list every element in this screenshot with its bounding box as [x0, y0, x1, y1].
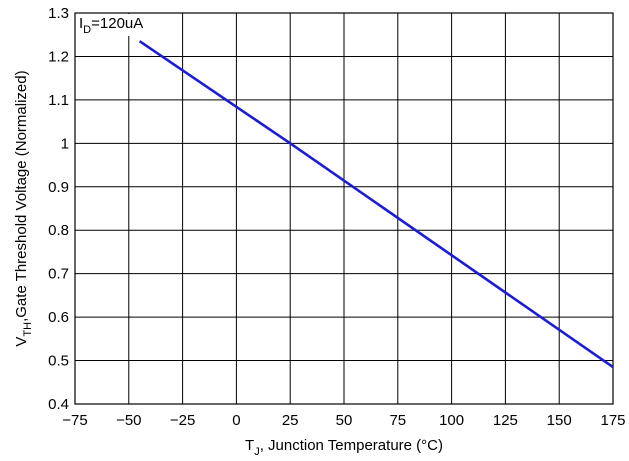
x-tick-label: −50 — [116, 412, 141, 429]
y-tick-label: 0.8 — [48, 222, 69, 239]
y-tick-label: 1.2 — [48, 48, 69, 65]
y-tick-label: 0.5 — [48, 353, 69, 370]
x-tick-label: 0 — [232, 412, 240, 429]
current-annotation: ID=120uA — [79, 15, 143, 36]
x-axis-label: TJ, Junction Temperature (°C) — [245, 437, 443, 458]
y-tick-label: 1.1 — [48, 92, 69, 109]
x-tick-labels: −75 −50 −25 0 25 50 75 100 125 150 175 — [62, 412, 625, 429]
series-line — [138, 40, 614, 369]
y-tick-label: 0.6 — [48, 309, 69, 326]
x-tick-label: −25 — [170, 412, 195, 429]
y-tick-label: 1 — [61, 135, 69, 152]
y-tick-label: 0.4 — [48, 396, 69, 413]
annotation-background — [76, 14, 166, 36]
y-tick-label: 0.9 — [48, 179, 69, 196]
x-tick-label: 125 — [493, 412, 518, 429]
x-tick-label: 75 — [389, 412, 406, 429]
y-axis-label: VTH,Gate Threshold Voltage (Normalized) — [13, 70, 34, 346]
plot-frame — [74, 12, 614, 405]
y-tick-labels: 0.4 0.5 0.6 0.7 0.8 0.9 1 1.1 1.2 1.3 — [48, 5, 69, 413]
x-tick-label: −75 — [62, 412, 87, 429]
x-tick-label: 150 — [547, 412, 572, 429]
x-tick-label: 175 — [600, 412, 625, 429]
y-tick-label: 0.7 — [48, 266, 69, 283]
x-tick-label: 100 — [439, 412, 464, 429]
grid-lines — [75, 13, 613, 404]
y-tick-label: 1.3 — [48, 5, 69, 22]
x-tick-label: 50 — [336, 412, 353, 429]
x-tick-label: 25 — [282, 412, 299, 429]
